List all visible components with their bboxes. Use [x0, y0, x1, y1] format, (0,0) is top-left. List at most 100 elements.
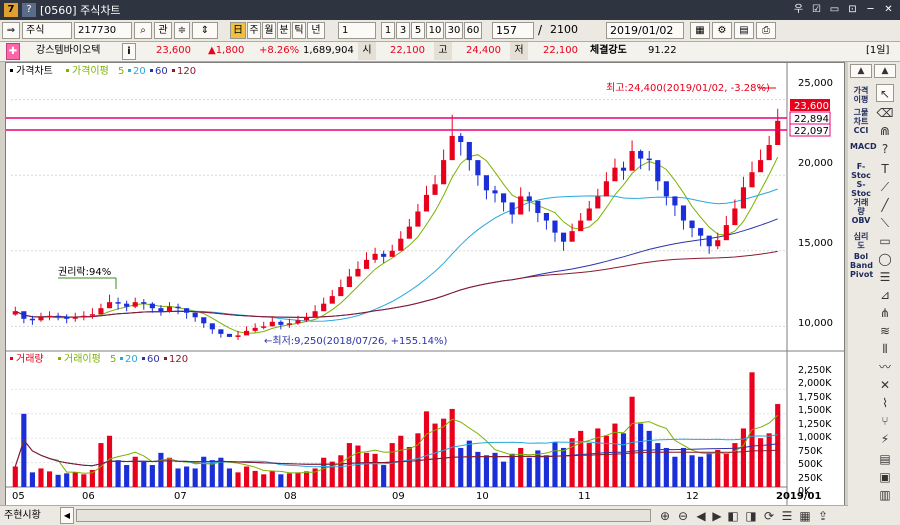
- interval-5[interactable]: 5: [411, 22, 425, 39]
- stock-code-input[interactable]: 217730: [74, 22, 132, 39]
- window-control-tile-icon[interactable]: ▭: [829, 4, 840, 15]
- window-control-restore-icon[interactable]: ⊡: [848, 4, 857, 15]
- volume-bar: [629, 396, 635, 487]
- period-month[interactable]: 월: [262, 22, 276, 39]
- interval-30[interactable]: 30: [445, 22, 463, 39]
- scroll-end-icon[interactable]: ▶: [712, 509, 722, 523]
- refresh-icon[interactable]: ⟳: [763, 509, 775, 523]
- period-tick[interactable]: 틱: [292, 22, 306, 39]
- period-year[interactable]: 년: [307, 22, 325, 39]
- wave-tool-icon[interactable]: 〰: [878, 360, 891, 374]
- indicator-bol-band[interactable]: Bol Band: [850, 252, 873, 270]
- period-minute[interactable]: 분: [277, 22, 291, 39]
- indicator-volume[interactable]: 거래량: [853, 198, 869, 216]
- question-icon[interactable]: ?: [881, 142, 889, 156]
- indicator-cci[interactable]: CCI: [853, 126, 869, 135]
- rectangle-tool-icon[interactable]: ▭: [879, 234, 891, 248]
- window-icon[interactable]: ▣: [879, 470, 891, 484]
- ellipse-tool-icon[interactable]: ◯: [878, 252, 892, 266]
- interval-10[interactable]: 10: [426, 22, 444, 39]
- candle: [29, 318, 35, 321]
- cross-tool-icon[interactable]: ✕: [879, 378, 891, 392]
- layout-icon[interactable]: ▤: [879, 452, 891, 466]
- save-icon[interactable]: ▤: [734, 22, 754, 39]
- period-week[interactable]: 주: [247, 22, 261, 39]
- step-tool-icon[interactable]: ⌇: [882, 396, 888, 410]
- magnet-icon[interactable]: ⋒: [879, 124, 891, 138]
- fan-tool-icon[interactable]: ⋔: [879, 306, 891, 320]
- link-arrow-icon[interactable]: ⇒: [2, 22, 20, 39]
- indicator-macd[interactable]: MACD: [850, 142, 877, 151]
- interval-60[interactable]: 60: [464, 22, 482, 39]
- zoom-in-icon[interactable]: ⊕: [659, 509, 671, 523]
- candle: [21, 311, 27, 319]
- horizontal-scrollbar[interactable]: [76, 509, 651, 522]
- market-select[interactable]: 주식: [22, 22, 72, 39]
- text-tool-icon[interactable]: T: [881, 162, 889, 176]
- candle: [586, 208, 592, 221]
- candle: [115, 302, 121, 304]
- market-tabs-label[interactable]: 주현시황: [4, 510, 41, 521]
- interval-1[interactable]: 1: [381, 22, 395, 39]
- list-icon[interactable]: ☰: [781, 509, 793, 523]
- annotation-rights: 권리락:94%: [58, 266, 111, 278]
- candle: [363, 259, 370, 269]
- candle: [560, 232, 567, 242]
- info-button[interactable]: i: [122, 43, 136, 60]
- interval-3[interactable]: 3: [396, 22, 410, 39]
- indicator-psychology[interactable]: 심리도: [853, 232, 869, 250]
- sort-icon[interactable]: ≑: [174, 22, 190, 39]
- bar-right-icon[interactable]: ◨: [745, 509, 757, 523]
- indicator-pivot[interactable]: Pivot: [850, 270, 874, 279]
- window-minimize-icon[interactable]: ─: [867, 4, 874, 15]
- fork-tool-icon[interactable]: ⑂: [881, 414, 889, 428]
- eraser-icon[interactable]: ⌫: [876, 106, 894, 120]
- candle: [646, 158, 652, 161]
- export-icon[interactable]: ⇪: [817, 509, 829, 523]
- scroll-left-button[interactable]: ◀: [60, 507, 74, 524]
- collapse-up-icon[interactable]: ▲: [850, 64, 872, 78]
- help-icon[interactable]: ?: [22, 3, 36, 17]
- bar-left-icon[interactable]: ◧: [727, 509, 739, 523]
- indicator-s-stoc[interactable]: S-Stoc: [851, 180, 871, 198]
- cycle-tool-icon[interactable]: ⦀: [882, 342, 888, 356]
- day-period-icon[interactable]: 日: [230, 22, 246, 39]
- indicator-net-chart[interactable]: 그물차트: [853, 108, 869, 126]
- indicator-obv[interactable]: OBV: [851, 216, 871, 225]
- line-tool-icon[interactable]: ╱: [881, 198, 889, 212]
- zoom-out-icon[interactable]: ⊖: [677, 509, 689, 523]
- interval-select[interactable]: 1: [338, 22, 376, 39]
- fibonacci-tool-icon[interactable]: ☰: [879, 270, 891, 284]
- volume-bar: [723, 453, 729, 487]
- magnifier-icon[interactable]: ⌕: [134, 22, 152, 39]
- trend-tool-icon[interactable]: ⟋: [880, 180, 890, 194]
- settings-icon[interactable]: ⚙: [712, 22, 732, 39]
- date-select[interactable]: 2019/01/02: [606, 22, 684, 39]
- channel-tool-icon[interactable]: ≋: [879, 324, 891, 338]
- print-icon[interactable]: ⎙: [756, 22, 776, 39]
- chart-area[interactable]: 가격차트 가격이평 5 20 60 120 거래량 거래이평 5 20 60 1…: [5, 62, 845, 508]
- indicator-price-ma[interactable]: 가격이평: [853, 86, 869, 104]
- indicator-f-stoc[interactable]: F-Stoc: [851, 162, 871, 180]
- legend-marker-volume: [10, 357, 13, 360]
- auto-tool-icon[interactable]: ⚡: [880, 432, 890, 446]
- window-close-icon[interactable]: ✕: [884, 4, 893, 15]
- chart-type-icon[interactable]: ▥: [879, 488, 891, 502]
- candle: [638, 151, 644, 159]
- related-button[interactable]: 관: [154, 22, 172, 39]
- diagonal-tool-icon[interactable]: ⟍: [880, 216, 890, 230]
- window-control-keep-icon[interactable]: 우: [793, 4, 804, 15]
- gann-tool-icon[interactable]: ⊿: [879, 288, 891, 302]
- grid-view-icon[interactable]: ▦: [690, 22, 710, 39]
- legend-ma-title: 가격이평: [72, 64, 109, 77]
- step-icon[interactable]: ⇕: [192, 22, 218, 39]
- collapse-up-icon-2[interactable]: ▲: [874, 64, 896, 78]
- window-control-check-icon[interactable]: ☑: [812, 4, 821, 15]
- x-tick-09: 09: [392, 491, 405, 502]
- chart-canvas[interactable]: 가격차트 가격이평 5 20 60 120 거래량 거래이평 5 20 60 1…: [6, 63, 844, 507]
- scroll-prev-icon[interactable]: ◀: [696, 509, 706, 523]
- table-icon[interactable]: ▦: [799, 509, 811, 523]
- cursor-icon[interactable]: ↖: [876, 84, 894, 102]
- add-icon[interactable]: ✚: [6, 43, 20, 60]
- count-input[interactable]: 157: [492, 22, 534, 39]
